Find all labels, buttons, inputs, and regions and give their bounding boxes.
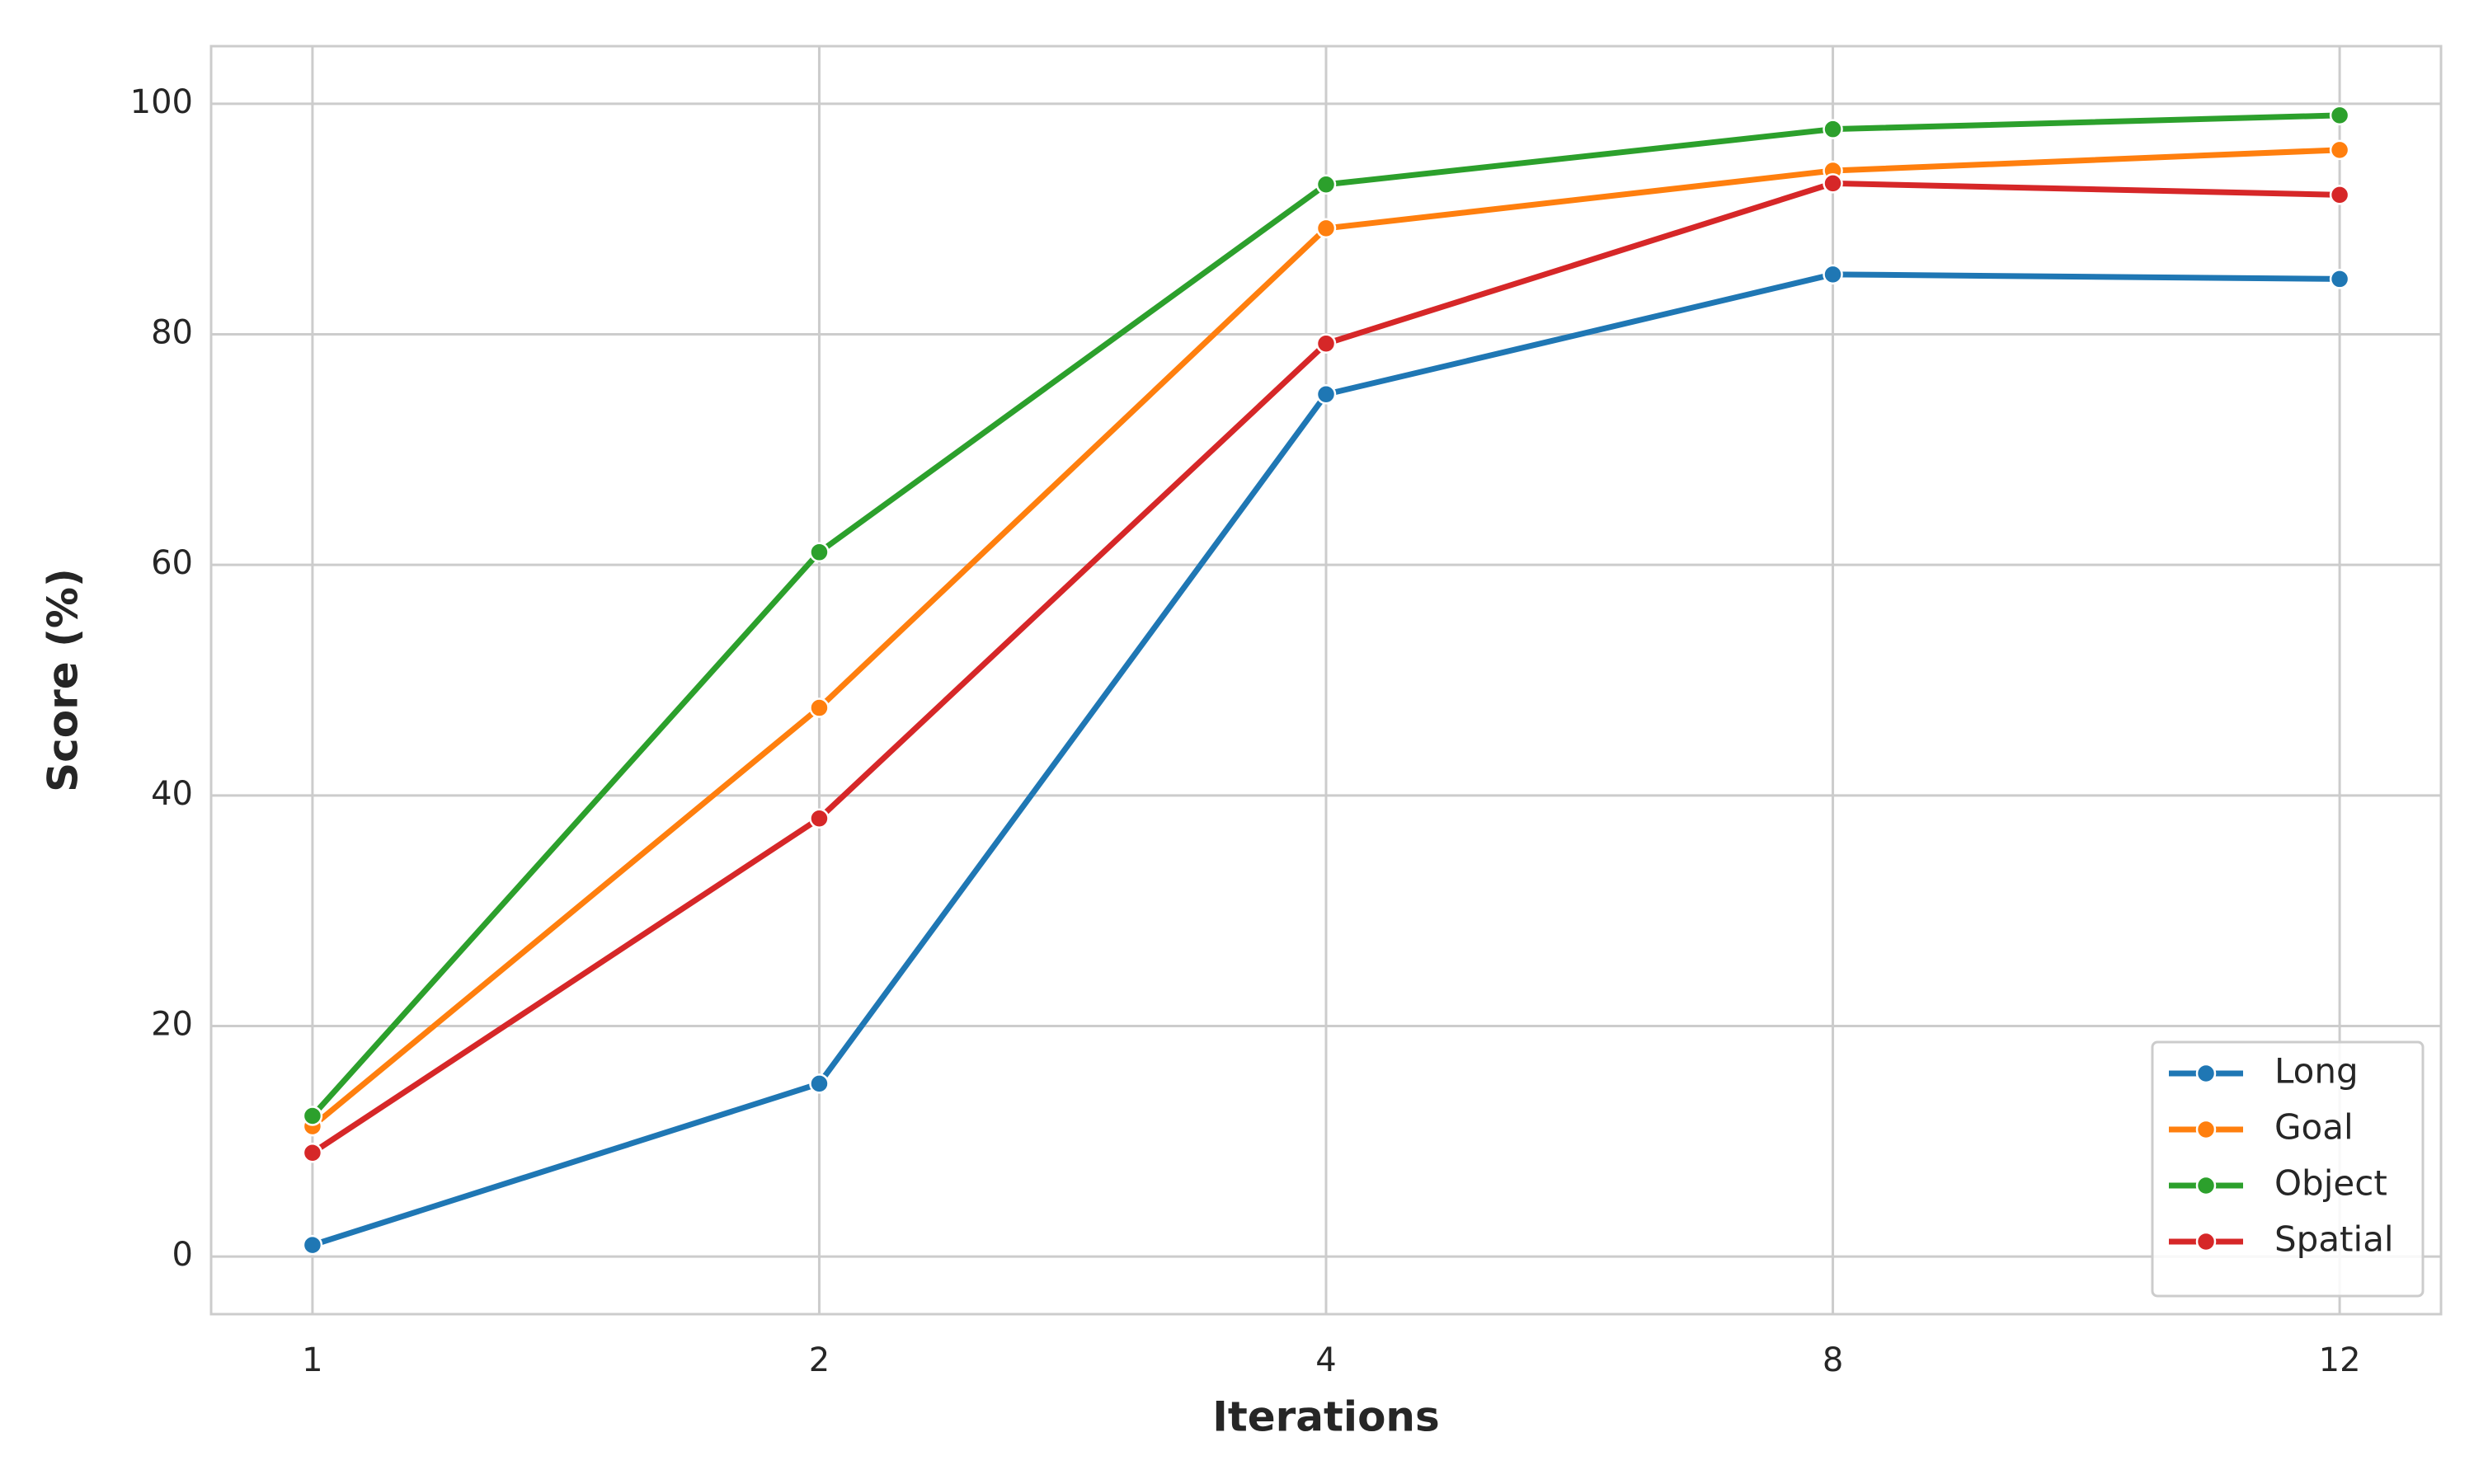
legend-marker — [2195, 1063, 2217, 1084]
data-point — [1315, 174, 1337, 195]
data-point — [302, 1143, 323, 1163]
data-point — [1823, 264, 1843, 285]
legend-label: Object — [2274, 1163, 2387, 1204]
x-axis-label: Iterations — [1212, 1393, 1440, 1441]
y-axis-label: Score (%) — [40, 568, 87, 792]
x-tick-label: 12 — [2319, 1341, 2361, 1379]
data-point — [2329, 105, 2350, 126]
data-point — [809, 697, 830, 718]
data-point — [302, 1106, 323, 1126]
y-tick-label: 60 — [151, 544, 193, 582]
y-tick-label: 100 — [130, 83, 193, 121]
data-point — [1315, 218, 1337, 239]
y-tick-label: 80 — [151, 314, 193, 352]
legend: Long Goal Object Spatial — [2151, 1040, 2425, 1298]
legend-marker — [2195, 1119, 2217, 1140]
data-point — [1823, 119, 1843, 139]
grid — [211, 46, 2441, 1314]
y-tick-label: 40 — [151, 775, 193, 813]
x-tick-label: 4 — [1315, 1341, 1336, 1379]
x-tick-label: 8 — [1823, 1341, 1843, 1379]
data-point — [2329, 185, 2350, 205]
legend-box — [2151, 1040, 2425, 1298]
legend-label: Spatial — [2274, 1219, 2394, 1260]
data-point — [1315, 333, 1337, 354]
x-tick-label: 2 — [809, 1341, 830, 1379]
data-point — [1823, 173, 1843, 194]
data-point — [809, 1073, 830, 1094]
legend-marker — [2195, 1175, 2217, 1196]
legend-label: Long — [2274, 1051, 2359, 1092]
data-point — [1315, 384, 1337, 405]
y-tick-label: 20 — [151, 1005, 193, 1043]
data-point — [2329, 269, 2350, 289]
data-point — [809, 542, 830, 563]
data-point — [2329, 139, 2350, 161]
data-point — [809, 808, 830, 829]
y-tick-label: 0 — [172, 1236, 193, 1274]
data-point — [302, 1234, 323, 1256]
legend-marker — [2195, 1231, 2217, 1252]
legend-label: Goal — [2274, 1107, 2354, 1148]
x-tick-label: 1 — [302, 1341, 322, 1379]
